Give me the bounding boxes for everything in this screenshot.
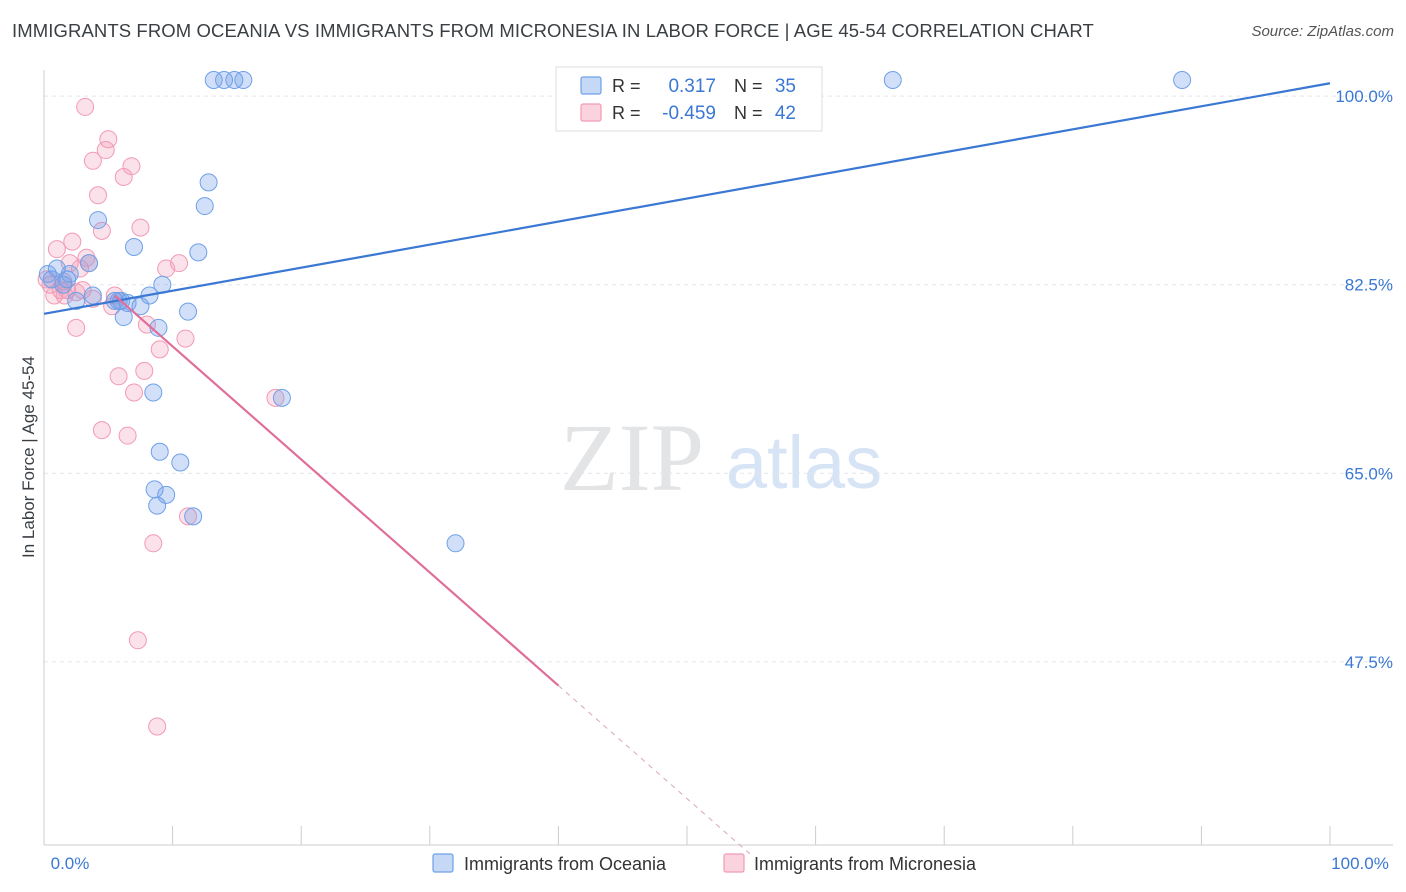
micronesia-point (144, 534, 163, 553)
y-tick-label: 82.5% (1345, 276, 1393, 295)
legend-n-label-1: N = (734, 76, 763, 96)
oceania-point (272, 388, 291, 407)
micronesia-point (148, 717, 167, 736)
bottom-legend: Immigrants from Oceania Immigrants from … (432, 853, 977, 874)
micronesia-point (47, 240, 66, 259)
micronesia-point (125, 383, 144, 402)
legend-n-value-1: 35 (775, 76, 796, 97)
micronesia-trend-line (114, 294, 560, 687)
y-axis-label: In Labor Force | Age 45-54 (19, 356, 38, 558)
micronesia-point (109, 367, 128, 386)
micronesia-point (92, 421, 111, 440)
oceania-point (184, 507, 203, 526)
oceania-point (215, 71, 234, 89)
chart-title: IMMIGRANTS FROM OCEANIA VS IMMIGRANTS FR… (12, 20, 1094, 41)
legend-swatch-micronesia (580, 103, 602, 122)
legend-box: R = 0.317 N = 35 R = -0.459 N = 42 (555, 66, 823, 132)
micronesia-point (176, 329, 195, 348)
watermark-atlas: atlas (726, 421, 882, 504)
oceania-point (42, 270, 61, 289)
micronesia-point (92, 221, 111, 240)
micronesia-point (76, 97, 95, 116)
oceania-point (204, 71, 223, 89)
oceania-point (1173, 71, 1192, 89)
legend-swatch-oceania (580, 76, 602, 95)
oceania-point (179, 302, 198, 321)
oceania-point (171, 453, 190, 472)
oceania-point (883, 71, 902, 89)
oceania-point (83, 286, 102, 305)
oceania-point (80, 254, 99, 273)
legend-r-label-2: R = (612, 103, 641, 123)
bottom-legend-swatch-oceania (432, 853, 454, 873)
y-tick-label: 65.0% (1345, 464, 1393, 483)
micronesia-point (150, 340, 169, 359)
micronesia-point (63, 232, 82, 251)
micronesia-point (99, 130, 118, 149)
oceania-point (446, 534, 465, 553)
legend-r-value-2: -0.459 (662, 103, 716, 124)
x-tick-label-max: 100.0% (1331, 854, 1389, 873)
micronesia-point (170, 254, 189, 273)
oceania-point (89, 211, 108, 230)
micronesia-point (131, 218, 150, 237)
legend-n-value-2: 42 (775, 103, 796, 124)
oceania-point (114, 308, 133, 327)
y-tick-label: 47.5% (1345, 653, 1393, 672)
legend-r-label-1: R = (612, 76, 641, 96)
x-tick-label-min: 0.0% (51, 854, 90, 873)
oceania-point (195, 197, 214, 216)
oceania-point (60, 264, 79, 283)
micronesia-point (122, 157, 141, 176)
micronesia-point (67, 318, 86, 337)
oceania-point (199, 173, 218, 192)
legend-r-value-1: 0.317 (668, 76, 716, 97)
watermark-zip: ZIP (560, 404, 704, 511)
micronesia-point (135, 361, 154, 380)
oceania-point (67, 291, 86, 310)
legend-n-label-2: N = (734, 103, 763, 123)
micronesia-trend-extension (558, 685, 752, 856)
oceania-point (148, 496, 167, 515)
bottom-legend-label-oceania: Immigrants from Oceania (464, 854, 667, 874)
oceania-trend-line (43, 82, 1331, 315)
bottom-legend-label-micronesia: Immigrants from Micronesia (754, 854, 977, 874)
micronesia-point (89, 186, 108, 205)
micronesia-point (179, 507, 198, 526)
oceania-point (150, 442, 169, 461)
y-tick-label: 100.0% (1335, 87, 1393, 106)
micronesia-point (266, 388, 285, 407)
micronesia-point (128, 631, 147, 650)
oceania-point (225, 71, 244, 89)
source-label: Source: ZipAtlas.com (1251, 23, 1394, 40)
micronesia-point (83, 151, 102, 170)
oceania-point (144, 383, 163, 402)
oceania-point (125, 238, 144, 257)
micronesia-point (71, 259, 90, 278)
bottom-legend-swatch-micronesia (723, 853, 745, 873)
oceania-point (189, 243, 208, 262)
oceania-point (234, 71, 253, 89)
micronesia-point (118, 426, 137, 445)
micronesia-point (96, 141, 115, 160)
